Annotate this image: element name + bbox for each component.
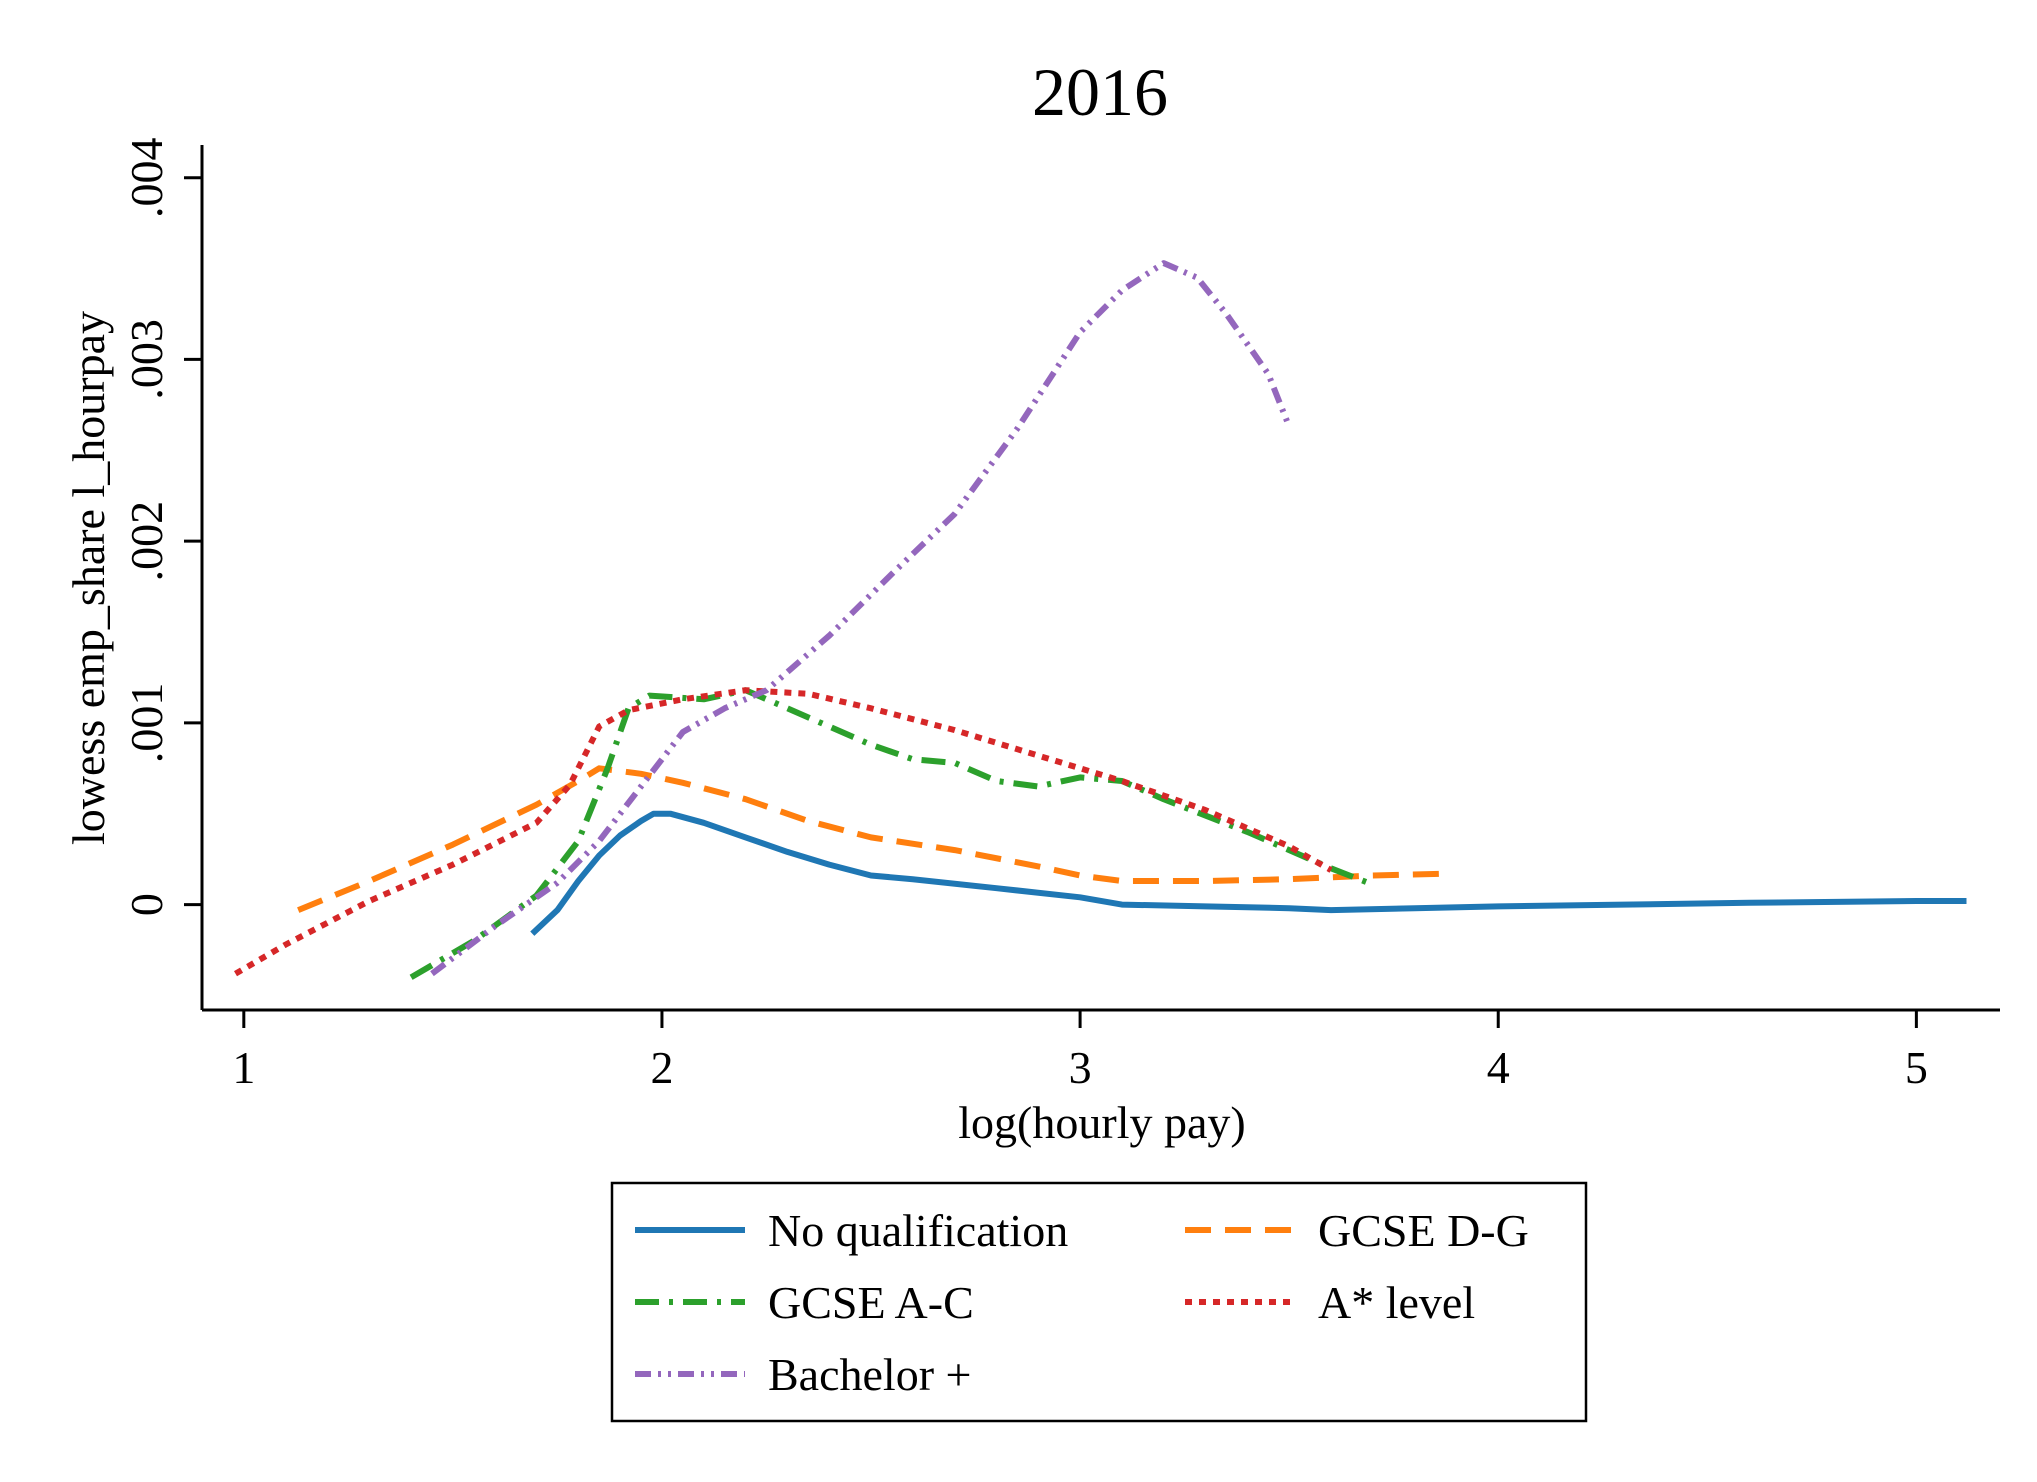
legend-label: A* level <box>1318 1277 1475 1328</box>
legend-items: No qualification GCSE D-G GCSE A-C A* level… <box>635 1205 1529 1400</box>
x-tick-label: 4 <box>1487 1042 1510 1093</box>
y-tick-label: .004 <box>121 137 172 218</box>
series-line <box>430 260 1292 977</box>
y-ticks: 0 .001 .002 .003 .004 <box>121 137 202 916</box>
x-tick-label: 1 <box>232 1042 255 1093</box>
series-line <box>297 765 1449 913</box>
series-line <box>530 810 1967 936</box>
y-tick-label: .001 <box>121 683 172 764</box>
y-tick-label: 0 <box>121 893 172 916</box>
x-axis-label: log(hourly pay) <box>958 1097 1245 1148</box>
plot-area <box>233 260 1967 980</box>
legend-label: No qualification <box>768 1205 1068 1256</box>
y-tick-label: .003 <box>121 319 172 400</box>
x-tick-label: 5 <box>1905 1042 1928 1093</box>
series-line <box>409 687 1374 980</box>
legend-box <box>610 1181 1588 1423</box>
legend-label: Bachelor + <box>768 1349 971 1400</box>
legend-label: GCSE D-G <box>1318 1205 1529 1256</box>
y-axis-label: lowess emp_share l_hourpay <box>63 311 114 845</box>
x-tick-label: 3 <box>1069 1042 1092 1093</box>
series-line <box>233 687 1333 977</box>
legend-label: GCSE A-C <box>768 1277 974 1328</box>
chart-title: 2016 <box>1032 54 1168 130</box>
x-ticks: 1 2 3 4 5 <box>232 1010 1928 1093</box>
legend: No qualification GCSE D-G GCSE A-C A* level… <box>610 1181 1588 1423</box>
y-tick-label: .002 <box>121 501 172 582</box>
x-tick-label: 2 <box>650 1042 673 1093</box>
